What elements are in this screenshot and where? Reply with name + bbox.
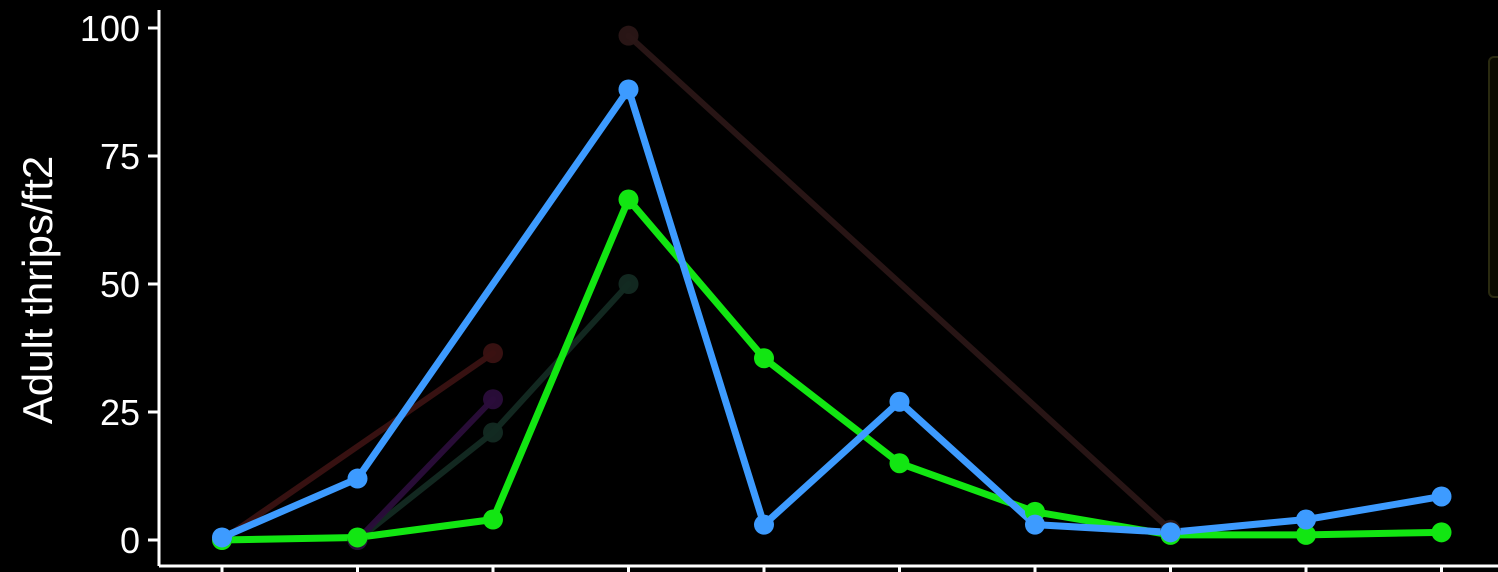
series-line-2 [222,353,493,540]
data-point [1161,522,1181,542]
y-tick-label: 100 [80,8,140,49]
data-point [754,348,774,368]
data-point [348,469,368,489]
data-point [890,453,910,473]
data-point [212,527,232,547]
data-point [1025,515,1045,535]
data-point [1432,486,1452,506]
series-points [212,26,1452,550]
data-point [348,527,368,547]
data-point [1296,510,1316,530]
y-axis-title: Adult thrips/ft2 [14,156,61,424]
data-point [619,190,639,210]
data-point [619,79,639,99]
legend [1488,56,1498,298]
data-point [890,392,910,412]
y-tick-label: 0 [120,520,140,561]
series-lines [222,36,1442,540]
data-point [754,515,774,535]
data-point [619,274,639,294]
data-point [483,343,503,363]
y-ticks: 0 25 50 75 100 [80,8,159,561]
y-tick-label: 50 [100,264,140,305]
y-tick-label: 25 [100,392,140,433]
series-line-0 [222,89,1442,537]
data-point [1432,522,1452,542]
data-point [483,510,503,530]
data-point [483,389,503,409]
y-tick-label: 75 [100,136,140,177]
data-point [483,422,503,442]
data-point [619,26,639,46]
